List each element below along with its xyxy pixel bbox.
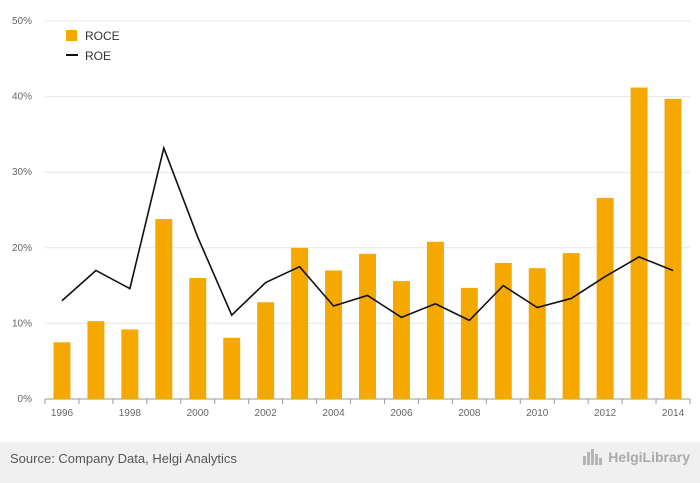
y-tick-label: 40% xyxy=(12,92,32,103)
roce-bar xyxy=(664,98,682,400)
roce-bar xyxy=(121,329,139,399)
roce-bar xyxy=(291,247,309,399)
roce-bar xyxy=(494,262,512,399)
roce-bar xyxy=(53,342,71,399)
x-tick-label: 2012 xyxy=(594,408,617,419)
x-tick-label: 1998 xyxy=(119,408,142,419)
roce-bar xyxy=(359,253,376,399)
legend-label-roe: ROE xyxy=(85,49,111,63)
roce-bar xyxy=(630,87,648,399)
roce-bar xyxy=(257,302,275,399)
y-tick-label: 0% xyxy=(18,394,33,405)
roce-bars xyxy=(53,87,682,400)
roce-bar xyxy=(189,278,207,399)
x-tick-label: 2010 xyxy=(526,408,549,419)
chart: 0% 10% 20% 30% 40% 50% 1996 1998 2000 2002 2004 20… xyxy=(12,16,691,419)
x-tick-label: 2008 xyxy=(458,408,481,419)
roce-bar xyxy=(392,281,410,399)
roce-bar xyxy=(562,253,580,399)
roce-bar xyxy=(426,241,444,399)
footer: Source: Company Data, Helgi Analytics He… xyxy=(0,442,700,483)
roe-line-series xyxy=(61,145,674,322)
roce-bar xyxy=(223,337,241,399)
roce-bar xyxy=(87,321,105,399)
roce-bar xyxy=(325,270,343,399)
y-tick-label: 30% xyxy=(12,167,32,178)
legend: ROCE ROE xyxy=(66,29,120,63)
x-tick-label: 2014 xyxy=(662,408,685,419)
brand-name: HelgiLibrary xyxy=(608,449,690,465)
y-tick-label: 50% xyxy=(12,16,32,27)
x-tick-label: 1996 xyxy=(51,408,74,419)
x-tick-label: 2006 xyxy=(390,408,413,419)
x-axis: 1996 1998 2000 2002 2004 2006 2008 2010 2012 2014 xyxy=(44,399,691,419)
x-tick-label: 2004 xyxy=(322,408,345,419)
x-tick-label: 2000 xyxy=(187,408,210,419)
library-icon xyxy=(583,449,603,465)
roce-bar xyxy=(596,197,614,399)
legend-label-roce: ROCE xyxy=(85,29,120,43)
source-text: Source: Company Data, Helgi Analytics xyxy=(10,451,237,466)
gridlines xyxy=(45,20,690,400)
brand-logo: HelgiLibrary xyxy=(583,449,690,465)
roce-bar xyxy=(155,219,173,399)
y-axis-ticks: 0% 10% 20% 30% 40% 50% xyxy=(12,16,32,405)
y-tick-label: 20% xyxy=(12,243,32,254)
roce-bar xyxy=(528,268,546,399)
x-tick-label: 2002 xyxy=(255,408,278,419)
legend-swatch-roce xyxy=(66,30,77,41)
y-tick-label: 10% xyxy=(12,318,32,329)
roce-bar xyxy=(460,287,478,399)
